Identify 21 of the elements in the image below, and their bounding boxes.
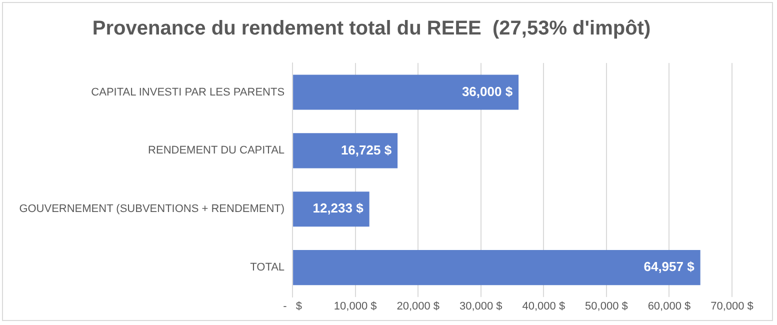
data-label: 36,000 $ — [462, 84, 514, 99]
data-label: 64,957 $ — [644, 259, 696, 274]
x-tick-label: - $ — [283, 300, 302, 312]
y-tick-label: CAPITAL INVESTI PAR LES PARENTS — [91, 86, 285, 98]
data-label: 12,233 $ — [312, 200, 364, 216]
x-tick-label: 70,000 $ — [710, 300, 754, 312]
y-tick-label: RENDEMENT DU CAPITAL — [148, 144, 285, 157]
x-tick-label: 20,000 $ — [396, 300, 440, 312]
x-tick-label: 50,000 $ — [585, 300, 628, 312]
bar — [293, 133, 398, 168]
y-tick-label: TOTAL — [250, 262, 285, 274]
y-tick-label: GOUVERNEMENT (SUBVENTIONS + RENDEMENT) — [19, 203, 285, 216]
bar — [293, 250, 700, 286]
bar — [293, 74, 519, 110]
x-tick-label: 40,000 $ — [522, 300, 566, 312]
bar — [293, 192, 370, 227]
x-tick-label: 10,000 $ — [334, 300, 377, 312]
x-tick-label: 30,000 $ — [459, 300, 502, 312]
chart-title: Provenance du rendement total du REEE (27,53% d'impôt) — [92, 18, 651, 40]
data-label: 16,725 $ — [340, 142, 392, 158]
x-tick-label: 60,000 $ — [648, 300, 691, 312]
